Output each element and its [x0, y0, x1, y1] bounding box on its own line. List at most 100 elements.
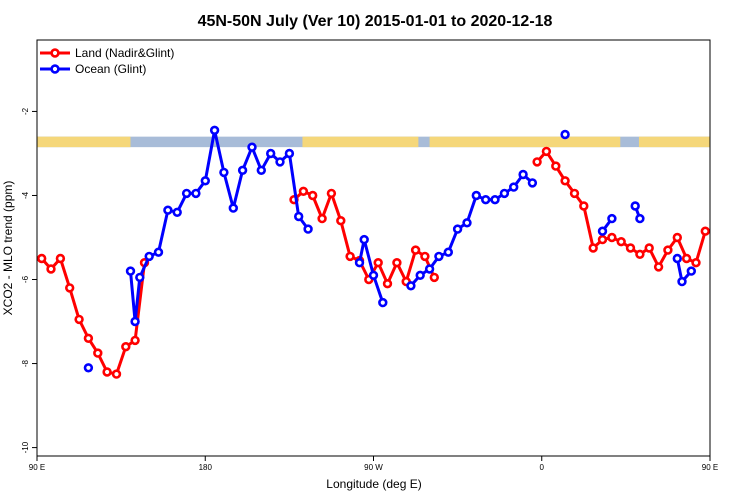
data-point [672, 232, 682, 243]
data-point [83, 333, 94, 343]
x-axis: 90 E 180 90 W 0 90 E [29, 456, 718, 472]
data-point [130, 316, 140, 327]
data-point [368, 270, 379, 280]
series-line [40, 257, 146, 376]
data-point [518, 169, 528, 180]
data-point [163, 205, 173, 215]
data-point [284, 148, 295, 159]
data-point [93, 348, 103, 358]
data-point [429, 272, 439, 283]
y-tick-label: -4 [21, 191, 30, 199]
data-point [209, 125, 220, 136]
data-point [579, 201, 589, 211]
land-band [638, 136, 710, 148]
data-point [635, 249, 645, 260]
series-layer [36, 125, 710, 379]
y-axis: -2 -4 -6 -8 -10 [21, 107, 37, 453]
data-point [294, 211, 304, 222]
data-point [406, 281, 416, 291]
legend-item: Land (Nadir&Glint) [40, 46, 174, 60]
data-point [588, 243, 598, 253]
data-point [410, 245, 421, 255]
y-tick-label: -8 [21, 359, 30, 367]
y-tick-label: -2 [21, 107, 30, 115]
y-tick-label: -10 [21, 441, 30, 453]
land-mask-strip [37, 136, 710, 148]
data-point [373, 258, 383, 268]
legend-marker [50, 64, 60, 74]
data-point [499, 188, 510, 199]
data-point [102, 367, 112, 377]
data-point [247, 142, 257, 152]
data-point [560, 176, 570, 186]
data-point [434, 251, 444, 262]
data-point [266, 148, 276, 159]
data-point [700, 226, 710, 236]
data-point [153, 247, 164, 257]
series-line [535, 149, 707, 269]
x-tick-label: 90 E [29, 463, 45, 472]
data-point [228, 203, 239, 213]
data-point [616, 237, 626, 247]
data-point [317, 213, 327, 224]
data-point [471, 190, 481, 201]
data-point [378, 297, 388, 308]
data-point [83, 363, 94, 373]
data-point [509, 182, 519, 192]
x-tick-label: 180 [199, 463, 213, 472]
data-point [219, 167, 229, 178]
land-band [302, 136, 419, 148]
data-point [308, 190, 318, 201]
y-axis-label: XCO2 - MLO trend (ppm) [1, 181, 15, 316]
data-point [326, 188, 337, 199]
chart-title: 45N-50N July (Ver 10) 2015-01-01 to 2020… [198, 13, 553, 30]
data-point [597, 234, 608, 245]
series-ocean [83, 125, 696, 373]
data-point [359, 234, 369, 245]
data-point [181, 188, 192, 199]
data-point [490, 195, 500, 205]
legend-label: Ocean (Glint) [75, 62, 146, 76]
data-point [144, 251, 154, 262]
data-point [64, 283, 75, 293]
data-point [551, 161, 561, 171]
data-point [237, 165, 248, 176]
legend-label: Land (Nadir&Glint) [75, 46, 174, 60]
data-point [130, 335, 140, 346]
series-land [36, 146, 710, 379]
data-point [424, 264, 435, 274]
data-point [125, 266, 136, 276]
data-point [644, 243, 654, 253]
data-point [672, 253, 682, 264]
data-point [46, 264, 56, 274]
data-point [625, 243, 636, 253]
data-point [677, 276, 687, 287]
data-point [452, 224, 463, 234]
series-line [358, 238, 385, 304]
land-band [429, 136, 621, 148]
plot-frame [36, 39, 711, 457]
x-tick-label: 0 [540, 463, 545, 472]
data-point [691, 258, 701, 268]
data-point [191, 188, 201, 199]
data-point [653, 262, 664, 272]
data-point [532, 157, 542, 167]
data-point [663, 245, 673, 255]
data-point [462, 218, 472, 228]
data-point [630, 201, 640, 211]
data-point [200, 176, 211, 186]
data-point [481, 195, 491, 205]
legend: Land (Nadir&Glint) Ocean (Glint) [40, 46, 174, 76]
data-point [298, 186, 309, 197]
data-point [597, 226, 608, 236]
x-tick-label: 90 E [702, 463, 718, 472]
x-axis-label: Longitude (deg E) [326, 477, 421, 491]
data-point [420, 251, 430, 262]
x-tick-label: 90 W [364, 463, 383, 472]
data-point [681, 253, 692, 264]
data-point [415, 270, 425, 280]
y-tick-label: -6 [21, 275, 30, 283]
legend-item: Ocean (Glint) [40, 62, 146, 76]
data-point [336, 216, 346, 226]
data-point [686, 266, 696, 276]
